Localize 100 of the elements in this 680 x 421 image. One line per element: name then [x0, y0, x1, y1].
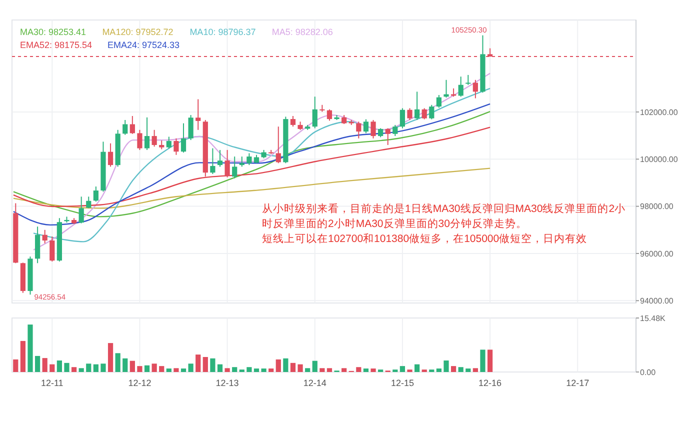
y-tick-label: 96000.00: [640, 249, 674, 258]
bar: [414, 364, 420, 372]
bar: [268, 368, 274, 372]
y-tick-label: 15.48K: [640, 314, 666, 323]
x-tick-label: 12-14: [303, 378, 326, 388]
candlestick: [290, 115, 296, 128]
bar: [174, 368, 179, 372]
candlestick: [93, 186, 98, 202]
bar: [144, 365, 150, 372]
candlestick: [232, 156, 238, 179]
bar: [56, 360, 62, 372]
candlestick: [239, 156, 244, 168]
candlestick: [188, 114, 194, 141]
bar: [42, 358, 48, 372]
candlestick: [166, 136, 172, 150]
candlestick: [385, 128, 390, 146]
candlestick: [276, 126, 281, 164]
candlestick: [86, 196, 92, 209]
candlestick: [137, 129, 142, 150]
bar: [472, 368, 478, 372]
bar: [188, 364, 194, 372]
x-tick-label: 12-12: [128, 378, 152, 388]
candlestick: [196, 98, 201, 130]
bar: [444, 360, 449, 372]
y-tick-label: 94000.00: [640, 296, 674, 306]
bar: [224, 368, 230, 372]
bar: [276, 359, 281, 372]
candlestick: [472, 79, 478, 99]
bar: [115, 353, 120, 372]
bar: [232, 367, 238, 372]
bar: [305, 368, 310, 372]
x-tick-label: 12-15: [390, 378, 414, 388]
bar: [290, 362, 296, 372]
candlestick: [458, 76, 464, 98]
bar: [436, 368, 442, 372]
candlestick: [312, 96, 318, 129]
candlestick: [217, 149, 223, 168]
candlestick: [326, 108, 332, 122]
bar: [320, 368, 325, 372]
bar: [298, 364, 303, 372]
candlestick: [392, 124, 398, 137]
candlestick: [407, 108, 412, 120]
bar: [34, 356, 40, 372]
bar: [50, 364, 55, 372]
bar: [196, 354, 201, 372]
bar: [283, 358, 288, 372]
bar: [400, 366, 406, 372]
bar: [210, 358, 216, 372]
bar: [202, 357, 208, 372]
bar: [487, 350, 493, 372]
text: EMA24: 97524.33: [108, 40, 180, 50]
bar: [312, 360, 318, 372]
bar: [130, 360, 135, 372]
bar: [93, 364, 98, 372]
candlestick: [50, 236, 55, 262]
y-tick-label: 100000.00: [640, 154, 678, 164]
candlestick: [246, 152, 252, 166]
bar: [326, 368, 332, 372]
x-tick-label: 12-17: [566, 378, 590, 388]
x-tick-label: 12-11: [40, 378, 64, 388]
candlestick: [130, 115, 135, 134]
bar: [122, 358, 128, 372]
bar: [20, 340, 26, 372]
bar: [450, 366, 456, 372]
candlestick: [436, 94, 442, 108]
bar: [458, 367, 464, 372]
bar: [217, 364, 223, 372]
bar: [152, 364, 157, 372]
bar: [246, 367, 252, 372]
annotation: 从小时级别来看，目前走的是1日线MA30线反弹回归MA30线反弹里面的2小: [262, 202, 626, 215]
candlestick: [180, 122, 186, 154]
bar: [466, 368, 471, 372]
candlestick: [108, 142, 114, 168]
y-tick-label: 0.00: [640, 368, 656, 377]
bar: [166, 368, 172, 372]
candlestick: [152, 129, 157, 148]
bar: [100, 364, 106, 372]
candlestick: [466, 74, 471, 86]
bar: [356, 367, 362, 372]
bar: [108, 343, 114, 372]
candlestick: [210, 148, 216, 174]
bar: [78, 368, 84, 372]
text: EMA52: 98175.54: [20, 40, 92, 50]
bar: [137, 366, 142, 372]
bar: [180, 368, 186, 372]
x-tick-label: 12-13: [216, 378, 239, 388]
bar: [254, 368, 260, 372]
bar: [261, 368, 266, 372]
candlestick: [444, 79, 449, 98]
candlestick: [429, 104, 434, 120]
bar: [64, 362, 70, 372]
candlestick: [363, 118, 369, 134]
y-tick-label: 98000.00: [640, 202, 674, 212]
candlestick: [224, 149, 230, 178]
bar: [370, 368, 376, 372]
candlestick: [356, 121, 362, 139]
text: MA30: 98253.41: [20, 27, 86, 37]
candlestick: [122, 119, 128, 136]
candlestick: [400, 108, 406, 129]
bar: [480, 350, 486, 372]
